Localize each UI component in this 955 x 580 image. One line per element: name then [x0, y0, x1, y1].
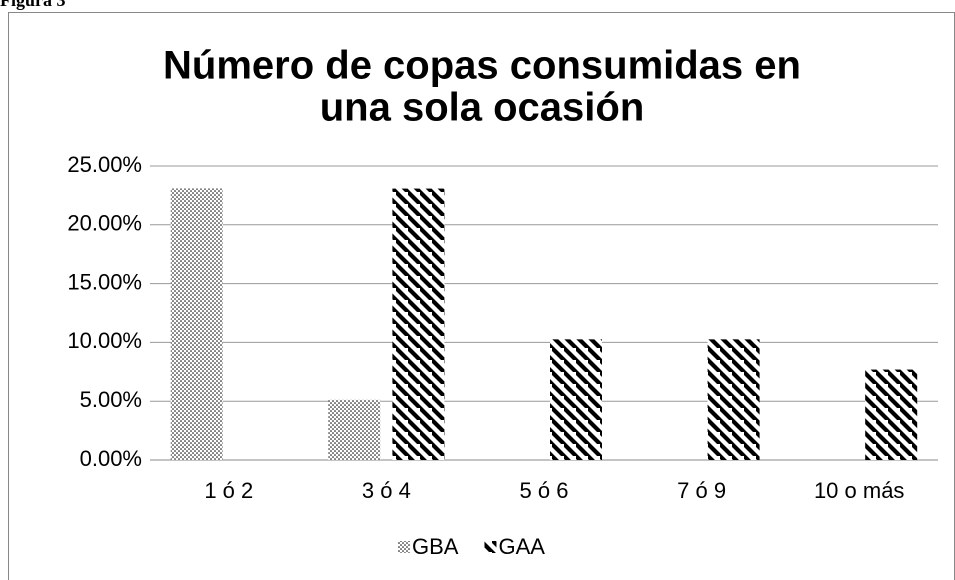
- legend-label: GAA: [498, 534, 545, 559]
- figure-label: Figura 3: [0, 0, 66, 10]
- bar: [865, 369, 918, 460]
- y-tick-label: 25.00%: [67, 152, 142, 177]
- chart-title: Número de copas consumidas en: [163, 44, 801, 88]
- y-tick-label: 15.00%: [67, 269, 142, 294]
- x-tick-label: 7 ó 9: [677, 478, 726, 503]
- x-tick-label: 10 o más: [814, 478, 905, 503]
- y-tick-label: 0.00%: [80, 446, 142, 471]
- y-tick-label: 20.00%: [67, 211, 142, 236]
- legend-label: GBA: [412, 534, 459, 559]
- y-tick-label: 5.00%: [80, 387, 142, 412]
- bar: [170, 188, 223, 460]
- chart-title: una sola ocasión: [320, 86, 645, 130]
- y-tick-label: 10.00%: [67, 328, 142, 353]
- bar: [550, 339, 602, 460]
- x-tick-label: 1 ó 2: [204, 478, 253, 503]
- bar: [707, 339, 760, 460]
- bar: [392, 188, 445, 460]
- x-tick-label: 3 ó 4: [362, 478, 411, 503]
- legend-swatch: [398, 541, 410, 553]
- x-tick-label: 5 ó 6: [520, 478, 569, 503]
- bar: [328, 399, 381, 460]
- legend-swatch: [484, 541, 497, 553]
